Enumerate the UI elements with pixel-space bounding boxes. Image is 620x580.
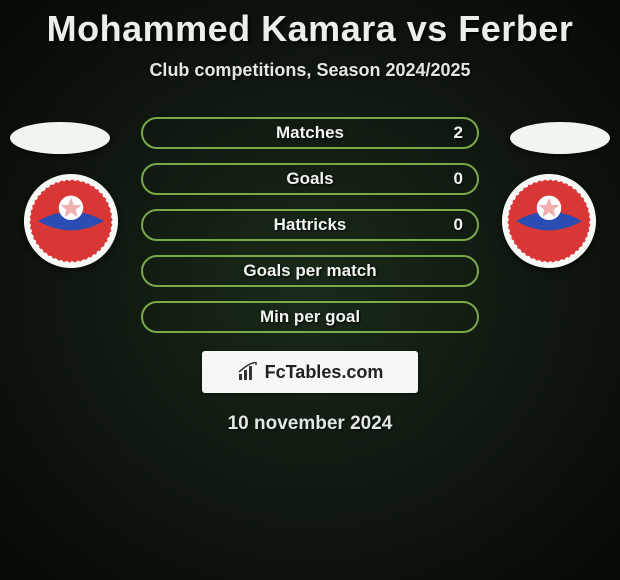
stat-row: Hattricks 0 [141,209,479,241]
date-label: 10 november 2024 [0,413,620,435]
stat-value-right: 0 [454,215,463,235]
club-logo-left [24,174,118,268]
stats-container: Matches 2 Goals 0 Hattricks 0 Goals per match M… [141,117,479,333]
stat-row: Goals 0 [141,163,479,195]
player-avatar-left [10,122,110,154]
stat-label: Hattricks [274,215,347,235]
stat-row: Min per goal [141,301,479,333]
stat-label: Min per goal [260,307,360,327]
page-subtitle: Club competitions, Season 2024/2025 [0,60,620,81]
stat-value-right: 2 [454,123,463,143]
player-avatar-right [510,122,610,154]
stat-label: Goals per match [243,261,376,281]
club-logo-right [502,174,596,268]
brand-label: FcTables.com [265,362,384,383]
stat-value-right: 0 [454,169,463,189]
brand-chart-icon [237,362,261,382]
page-title: Mohammed Kamara vs Ferber [0,0,620,50]
brand-box: FcTables.com [202,351,418,393]
stat-row: Matches 2 [141,117,479,149]
stat-row: Goals per match [141,255,479,287]
stat-label: Goals [286,169,333,189]
stat-label: Matches [276,123,344,143]
